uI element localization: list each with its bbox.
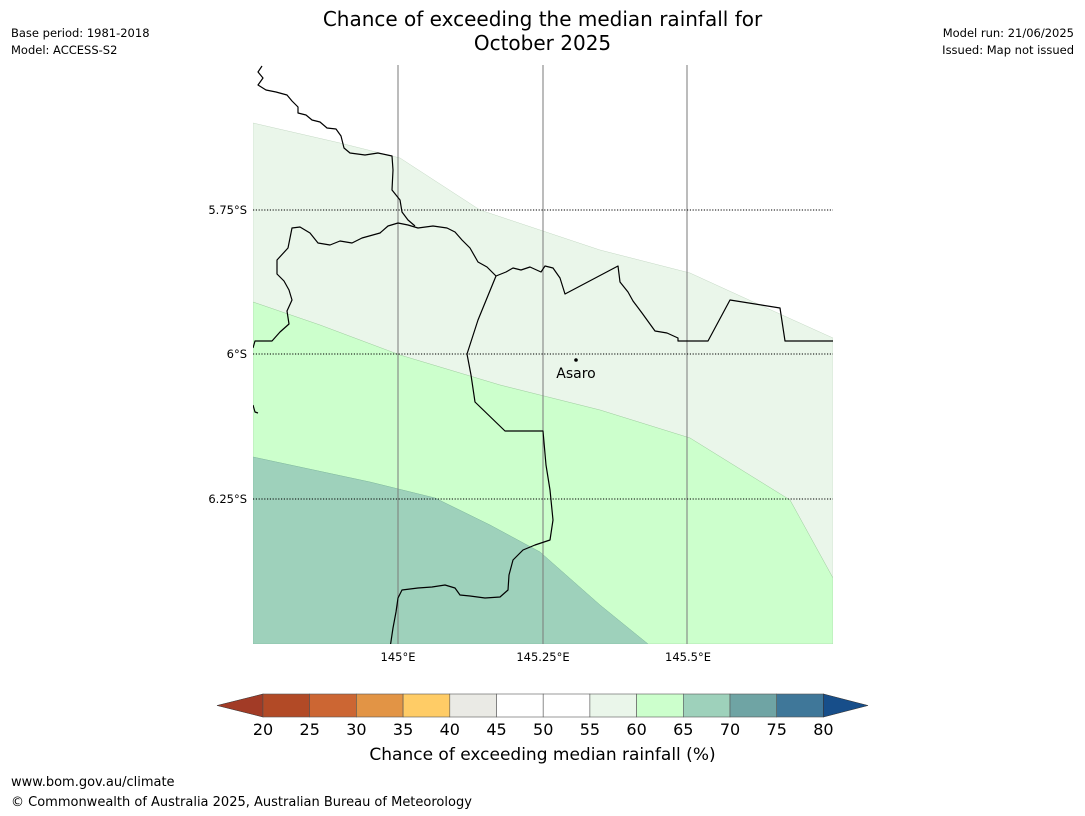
- lat-label-6s: 6°S: [227, 347, 247, 361]
- colorbar-tick-label: 20: [253, 720, 273, 739]
- place-marker-asaro: [574, 358, 578, 362]
- colorbar-tick-label: 45: [486, 720, 506, 739]
- boundary-central: [253, 222, 833, 349]
- footer-url: www.bom.gov.au/climate: [11, 775, 175, 790]
- colorbar-label: Chance of exceeding median rainfall (%): [369, 745, 716, 765]
- meta-left: Base period: 1981-2018 Model: ACCESS-S2: [11, 25, 150, 59]
- colorbar-tick-label: 50: [533, 720, 553, 739]
- model-text: Model: ACCESS-S2: [11, 43, 118, 57]
- title-line-1: Chance of exceeding the median rainfall …: [322, 7, 763, 31]
- meta-right: Model run: 21/06/2025 Issued: Map not is…: [942, 25, 1074, 59]
- model-run-text: Model run: 21/06/2025: [942, 26, 1074, 40]
- colorbar-segment: [309, 693, 357, 718]
- title-line-2: October 2025: [473, 31, 612, 55]
- colorbar-segment: [449, 693, 497, 718]
- map: 5.75°S 6°S 6.25°S 145°E 145.25°E 145.5°E…: [208, 65, 869, 739]
- issued-text: Issued: Map not issued: [942, 43, 1074, 57]
- place-label-asaro: Asaro: [556, 366, 595, 382]
- colorbar-tick-label: 55: [580, 720, 600, 739]
- colorbar-segment: [402, 693, 451, 718]
- base-period-text: Base period: 1981-2018: [11, 26, 150, 40]
- lon-label-145-25e: 145.25°E: [516, 650, 569, 664]
- probability-band-65-70: [253, 456, 649, 644]
- colorbar-segment: [356, 693, 404, 718]
- meridians: [397, 65, 688, 644]
- colorbar: 20 25 30 35 40 45 50 55 60 65 70 75 80: [216, 693, 869, 739]
- map-title: Chance of exceeding the median rainfall …: [0, 7, 1085, 55]
- lon-label-145-5e: 145.5°E: [665, 650, 711, 664]
- colorbar-segment: [262, 693, 311, 718]
- boundary-south: [389, 275, 554, 644]
- colorbar-tick-label: 35: [393, 720, 413, 739]
- colorbar-segment: [776, 693, 824, 718]
- lon-label-145e: 145°E: [381, 650, 416, 664]
- colorbar-segment: [729, 693, 778, 718]
- colorbar-segment: [542, 693, 591, 718]
- colorbar-segment: [589, 693, 637, 718]
- colorbar-tick-label: 65: [673, 720, 693, 739]
- colorbar-tick-label: 60: [626, 720, 646, 739]
- colorbar-tick-label: 30: [346, 720, 366, 739]
- colorbar-extend-above: [823, 693, 869, 718]
- colorbar-segment: [682, 693, 731, 718]
- lon-labels: 145°E 145.25°E 145.5°E: [381, 650, 711, 664]
- lat-label-5-75s: 5.75°S: [208, 203, 247, 217]
- colorbar-extend-below: [216, 693, 264, 718]
- colorbar-tick-label: 75: [767, 720, 787, 739]
- boundary-north: [257, 65, 416, 227]
- lat-labels: 5.75°S 6°S 6.25°S: [208, 203, 247, 506]
- colorbar-tick-label: 25: [300, 720, 320, 739]
- footer-copyright: © Commonwealth of Australia 2025, Austra…: [11, 795, 472, 810]
- boundary-west-stub: [253, 404, 259, 414]
- province-boundaries: [253, 65, 833, 644]
- lat-label-6-25s: 6.25°S: [208, 492, 247, 506]
- colorbar-segment: [496, 693, 544, 718]
- colorbar-tick-label: 40: [440, 720, 460, 739]
- colorbar-tick-label: 80: [813, 720, 833, 739]
- colorbar-segment: [636, 693, 684, 718]
- colorbar-tick-label: 70: [720, 720, 740, 739]
